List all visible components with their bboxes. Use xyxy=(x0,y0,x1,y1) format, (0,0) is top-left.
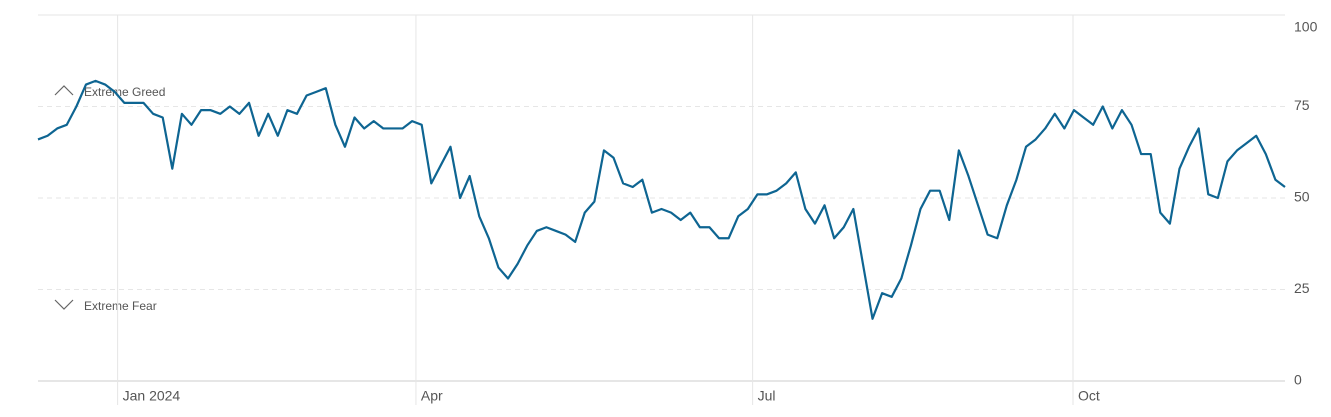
y-tick-label: 25 xyxy=(1294,280,1310,296)
annotation: Extreme Fear xyxy=(84,299,157,313)
x-tick-label: Apr xyxy=(421,388,443,404)
chevron-down xyxy=(54,299,74,310)
annotation: Extreme Greed xyxy=(84,85,165,99)
x-tick-label: Oct xyxy=(1078,388,1100,404)
chevron-up xyxy=(54,85,74,96)
y-tick-label: 75 xyxy=(1294,97,1310,113)
x-tick-label: Jan 2024 xyxy=(123,388,181,404)
line xyxy=(37,79,1286,320)
x-tick-label: Jul xyxy=(758,388,776,404)
y-tick-label: 100 xyxy=(1294,19,1318,35)
y-tick-label: 0 xyxy=(1294,372,1302,388)
y-tick-label: 50 xyxy=(1294,189,1310,205)
